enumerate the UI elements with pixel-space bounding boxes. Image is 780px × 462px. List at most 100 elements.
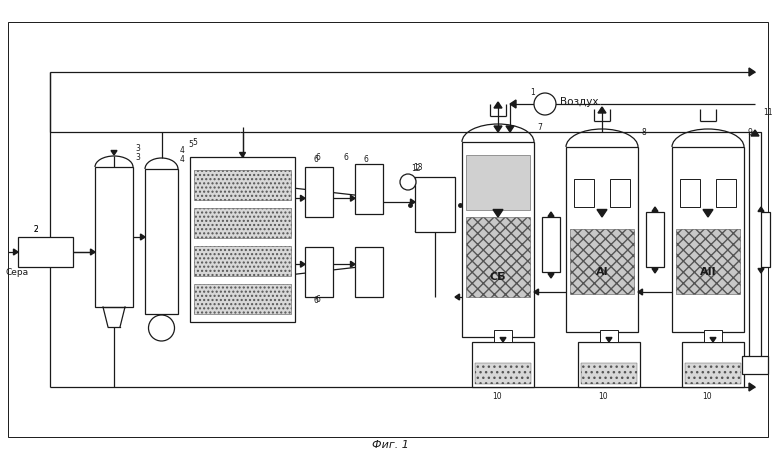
Bar [194,208,291,238]
Bar [680,179,700,207]
Polygon shape [500,338,506,342]
Text: 5: 5 [188,140,193,149]
Bar [355,164,383,214]
Bar [672,147,744,332]
Text: 2: 2 [33,225,37,234]
Polygon shape [494,126,502,132]
Polygon shape [606,338,612,342]
Polygon shape [749,383,755,391]
Polygon shape [749,68,755,76]
Polygon shape [534,289,538,295]
Bar [749,132,761,362]
Text: 9: 9 [747,128,752,137]
Polygon shape [111,151,117,155]
Polygon shape [548,274,554,278]
Bar [752,212,770,267]
Polygon shape [598,107,606,113]
Polygon shape [510,100,516,108]
Bar [305,167,333,217]
Text: 10: 10 [702,392,711,401]
Polygon shape [548,212,554,217]
Text: Сера: Сера [5,268,28,277]
Bar [472,342,534,387]
Text: 4: 4 [180,155,185,164]
Bar [682,342,744,387]
Text: 10: 10 [492,392,502,401]
Bar [581,363,637,384]
Polygon shape [140,234,145,240]
Text: 5: 5 [192,138,197,147]
Polygon shape [638,289,643,295]
Text: 11: 11 [763,108,772,117]
Polygon shape [710,338,716,342]
Polygon shape [300,261,305,267]
Bar [145,169,178,314]
Text: 6: 6 [343,153,348,162]
Text: АII: АII [700,267,716,277]
Bar [95,167,133,307]
Text: 8: 8 [641,128,646,137]
Polygon shape [597,209,607,217]
Circle shape [400,174,416,190]
Text: 6: 6 [315,153,320,162]
Bar [466,217,530,297]
Text: 6: 6 [314,296,319,305]
Text: 3: 3 [135,153,140,162]
Polygon shape [758,268,764,273]
Text: Фиг. 1: Фиг. 1 [371,440,409,450]
Polygon shape [506,126,514,132]
Polygon shape [494,102,502,108]
Bar [570,229,634,294]
Polygon shape [90,249,95,255]
Polygon shape [13,249,18,255]
Polygon shape [300,195,305,201]
Text: 2: 2 [33,225,37,234]
Bar [190,157,295,322]
Bar [704,330,722,342]
Circle shape [534,93,556,115]
Text: 6: 6 [314,155,319,164]
Bar [194,284,291,314]
Bar [600,330,618,342]
Polygon shape [410,199,415,205]
Bar [494,330,512,342]
Polygon shape [239,152,246,157]
Bar [578,342,640,387]
Bar [8,22,768,437]
Bar [462,142,534,337]
Bar [542,217,560,272]
Bar [305,247,333,297]
Bar [18,237,73,267]
Text: 1: 1 [530,88,535,97]
Polygon shape [455,294,459,300]
Polygon shape [493,209,503,217]
Text: 13: 13 [413,163,423,172]
Text: 6: 6 [315,295,320,304]
Bar [610,179,630,207]
Bar [685,363,741,384]
Polygon shape [350,261,355,267]
Bar [566,147,638,332]
Text: 6: 6 [364,155,369,164]
Bar [646,212,664,267]
Bar [574,179,594,207]
Text: СБ: СБ [490,272,506,282]
Bar [194,246,291,276]
Polygon shape [703,209,713,217]
Text: 7: 7 [537,123,542,132]
Bar [676,229,740,294]
Bar [475,363,531,384]
Text: АI: АI [596,267,608,277]
Bar [466,155,530,210]
Text: 3: 3 [135,144,140,153]
Bar [415,177,455,232]
Text: 10: 10 [598,392,608,401]
Polygon shape [652,268,658,273]
Bar [742,356,768,374]
Circle shape [148,315,175,341]
Polygon shape [751,130,759,136]
Text: Воздух: Воздух [560,97,598,107]
Text: 4: 4 [180,146,185,155]
Bar [355,247,383,297]
Bar [716,179,736,207]
